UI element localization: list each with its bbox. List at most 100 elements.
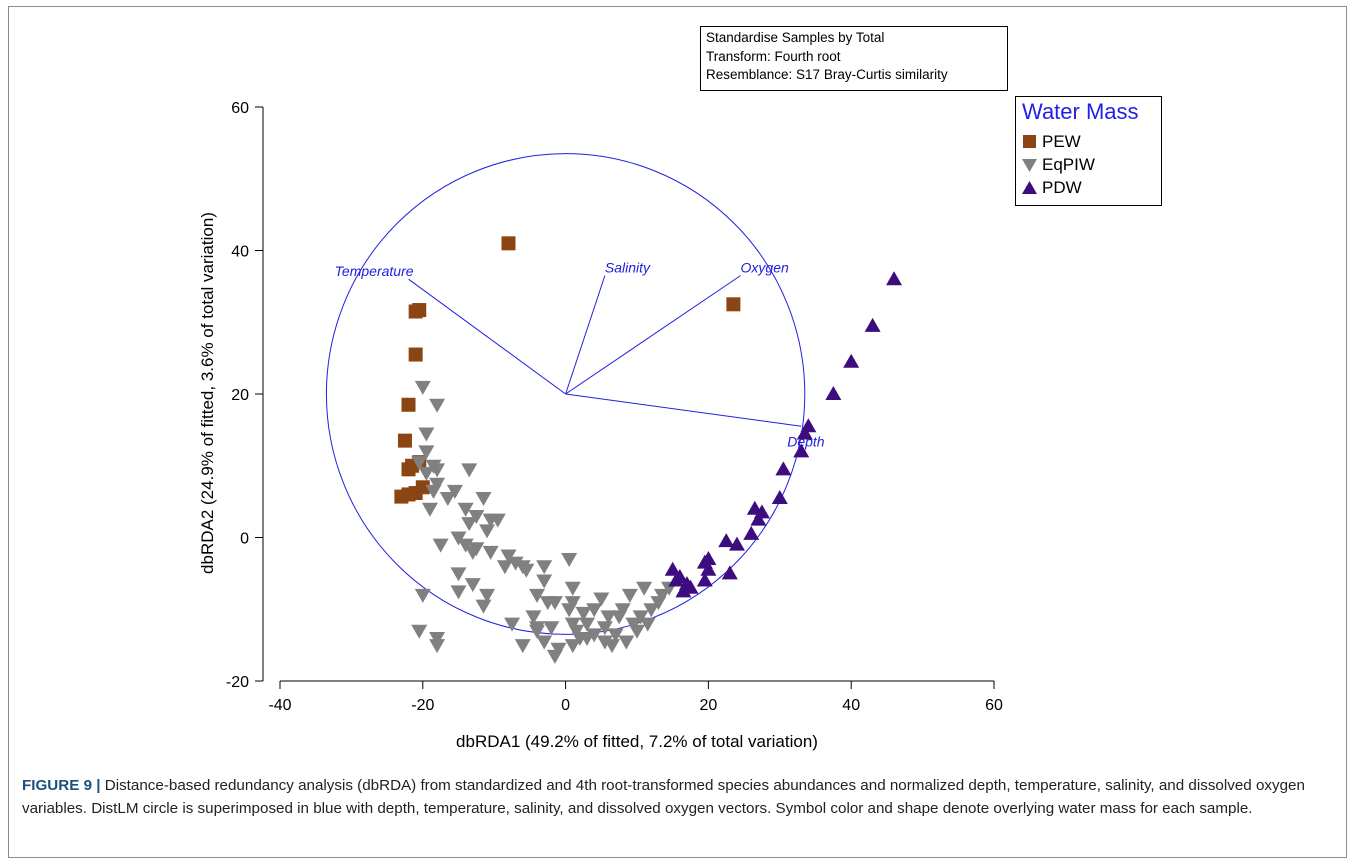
point-eqpiw bbox=[482, 545, 499, 560]
point-eqpiw bbox=[479, 524, 496, 539]
point-eqpiw bbox=[429, 398, 446, 413]
point-eqpiw bbox=[450, 567, 467, 582]
figure-label: FIGURE 9 | bbox=[22, 777, 101, 794]
y-tick-label: 20 bbox=[231, 387, 249, 404]
point-eqpiw bbox=[632, 610, 649, 625]
settings-resemblance: Resemblance: S17 Bray-Curtis similarity bbox=[706, 67, 948, 82]
point-pdw bbox=[675, 583, 692, 598]
point-pew bbox=[397, 433, 412, 448]
point-eqpiw bbox=[543, 621, 560, 636]
x-tick-label: -20 bbox=[411, 697, 434, 714]
y-tick-label: 40 bbox=[231, 244, 249, 261]
point-pdw bbox=[728, 536, 745, 551]
point-eqpiw bbox=[475, 492, 492, 507]
legend-label: EqPIW bbox=[1042, 155, 1095, 174]
point-pdw bbox=[746, 500, 763, 515]
point-eqpiw bbox=[564, 617, 581, 632]
point-eqpiw bbox=[450, 585, 467, 600]
point-eqpiw bbox=[653, 588, 670, 603]
point-eqpiw bbox=[418, 466, 435, 481]
point-eqpiw bbox=[564, 639, 581, 654]
legend: Water Mass PEW EqPIW PDW bbox=[1015, 96, 1162, 206]
legend-triangle-up-marker-icon bbox=[1022, 181, 1037, 194]
point-eqpiw bbox=[429, 477, 446, 492]
point-pew bbox=[412, 303, 427, 318]
point-eqpiw bbox=[561, 603, 578, 618]
point-pdw bbox=[886, 271, 903, 286]
point-eqpiw bbox=[425, 484, 442, 499]
x-tick-label: 0 bbox=[561, 697, 570, 714]
point-eqpiw bbox=[568, 624, 585, 639]
legend-title: Water Mass bbox=[1022, 99, 1139, 124]
point-eqpiw bbox=[411, 456, 428, 471]
point-eqpiw bbox=[536, 560, 553, 575]
legend-square-marker-icon bbox=[1023, 135, 1036, 148]
point-eqpiw bbox=[411, 624, 428, 639]
point-eqpiw bbox=[418, 427, 435, 442]
point-eqpiw bbox=[439, 492, 456, 507]
point-eqpiw bbox=[414, 588, 431, 603]
point-pdw bbox=[700, 561, 717, 576]
point-eqpiw bbox=[579, 617, 596, 632]
point-eqpiw bbox=[561, 553, 578, 568]
x-tick-label: -40 bbox=[268, 697, 291, 714]
vector-label-salinity: Salinity bbox=[605, 260, 651, 276]
point-eqpiw bbox=[464, 578, 481, 593]
analysis-settings-box: Standardise Samples by Total Transform: … bbox=[700, 26, 1008, 91]
point-eqpiw bbox=[414, 380, 431, 395]
vector-label-oxygen: Oxygen bbox=[741, 260, 789, 276]
point-pew bbox=[501, 236, 516, 251]
point-eqpiw bbox=[575, 606, 592, 621]
point-eqpiw bbox=[529, 588, 546, 603]
point-pdw bbox=[743, 525, 760, 540]
y-tick-label: -20 bbox=[226, 674, 249, 691]
point-eqpiw bbox=[432, 538, 449, 553]
point-eqpiw bbox=[629, 624, 645, 639]
point-eqpiw bbox=[596, 635, 613, 650]
point-eqpiw bbox=[579, 631, 596, 646]
legend-triangle-down-marker-icon bbox=[1022, 159, 1037, 172]
vector-temperature bbox=[408, 278, 566, 395]
vector-label-depth: Depth bbox=[787, 433, 825, 449]
point-pdw bbox=[718, 533, 735, 548]
point-eqpiw bbox=[421, 502, 438, 517]
point-eqpiw bbox=[500, 549, 517, 564]
point-eqpiw bbox=[518, 563, 535, 578]
point-pdw bbox=[671, 568, 688, 583]
point-eqpiw bbox=[504, 617, 521, 632]
caption-text: Distance-based redundancy analysis (dbRD… bbox=[22, 777, 1305, 817]
point-eqpiw bbox=[457, 502, 474, 517]
point-pdw bbox=[796, 425, 813, 440]
point-pdw bbox=[843, 353, 860, 368]
point-eqpiw bbox=[496, 560, 513, 575]
point-pdw bbox=[750, 511, 767, 526]
point-pdw bbox=[721, 565, 738, 580]
series-pew bbox=[394, 236, 741, 504]
point-eqpiw bbox=[525, 610, 542, 625]
point-eqpiw bbox=[446, 484, 463, 499]
point-eqpiw bbox=[625, 617, 642, 632]
figure-frame bbox=[8, 6, 1347, 858]
point-eqpiw bbox=[596, 621, 613, 636]
figure-caption: FIGURE 9 | Distance-based redundancy ana… bbox=[22, 774, 1332, 820]
point-pew bbox=[408, 347, 423, 362]
point-eqpiw bbox=[604, 639, 621, 654]
point-eqpiw bbox=[489, 513, 506, 528]
settings-transform: Transform: Fourth root bbox=[706, 48, 841, 64]
point-eqpiw bbox=[614, 603, 631, 618]
point-eqpiw bbox=[418, 445, 435, 460]
x-tick-label: 20 bbox=[700, 697, 718, 714]
point-eqpiw bbox=[564, 596, 581, 611]
point-eqpiw bbox=[546, 649, 563, 664]
point-eqpiw bbox=[529, 624, 546, 639]
y-tick-label: 0 bbox=[240, 531, 249, 548]
point-eqpiw bbox=[643, 603, 660, 618]
point-eqpiw bbox=[479, 588, 496, 603]
point-eqpiw bbox=[457, 538, 474, 553]
point-pdw bbox=[825, 386, 842, 400]
point-pdw bbox=[775, 461, 792, 476]
point-pdw bbox=[696, 572, 713, 587]
point-eqpiw bbox=[475, 599, 492, 614]
vector-label-temperature: Temperature bbox=[335, 263, 414, 279]
